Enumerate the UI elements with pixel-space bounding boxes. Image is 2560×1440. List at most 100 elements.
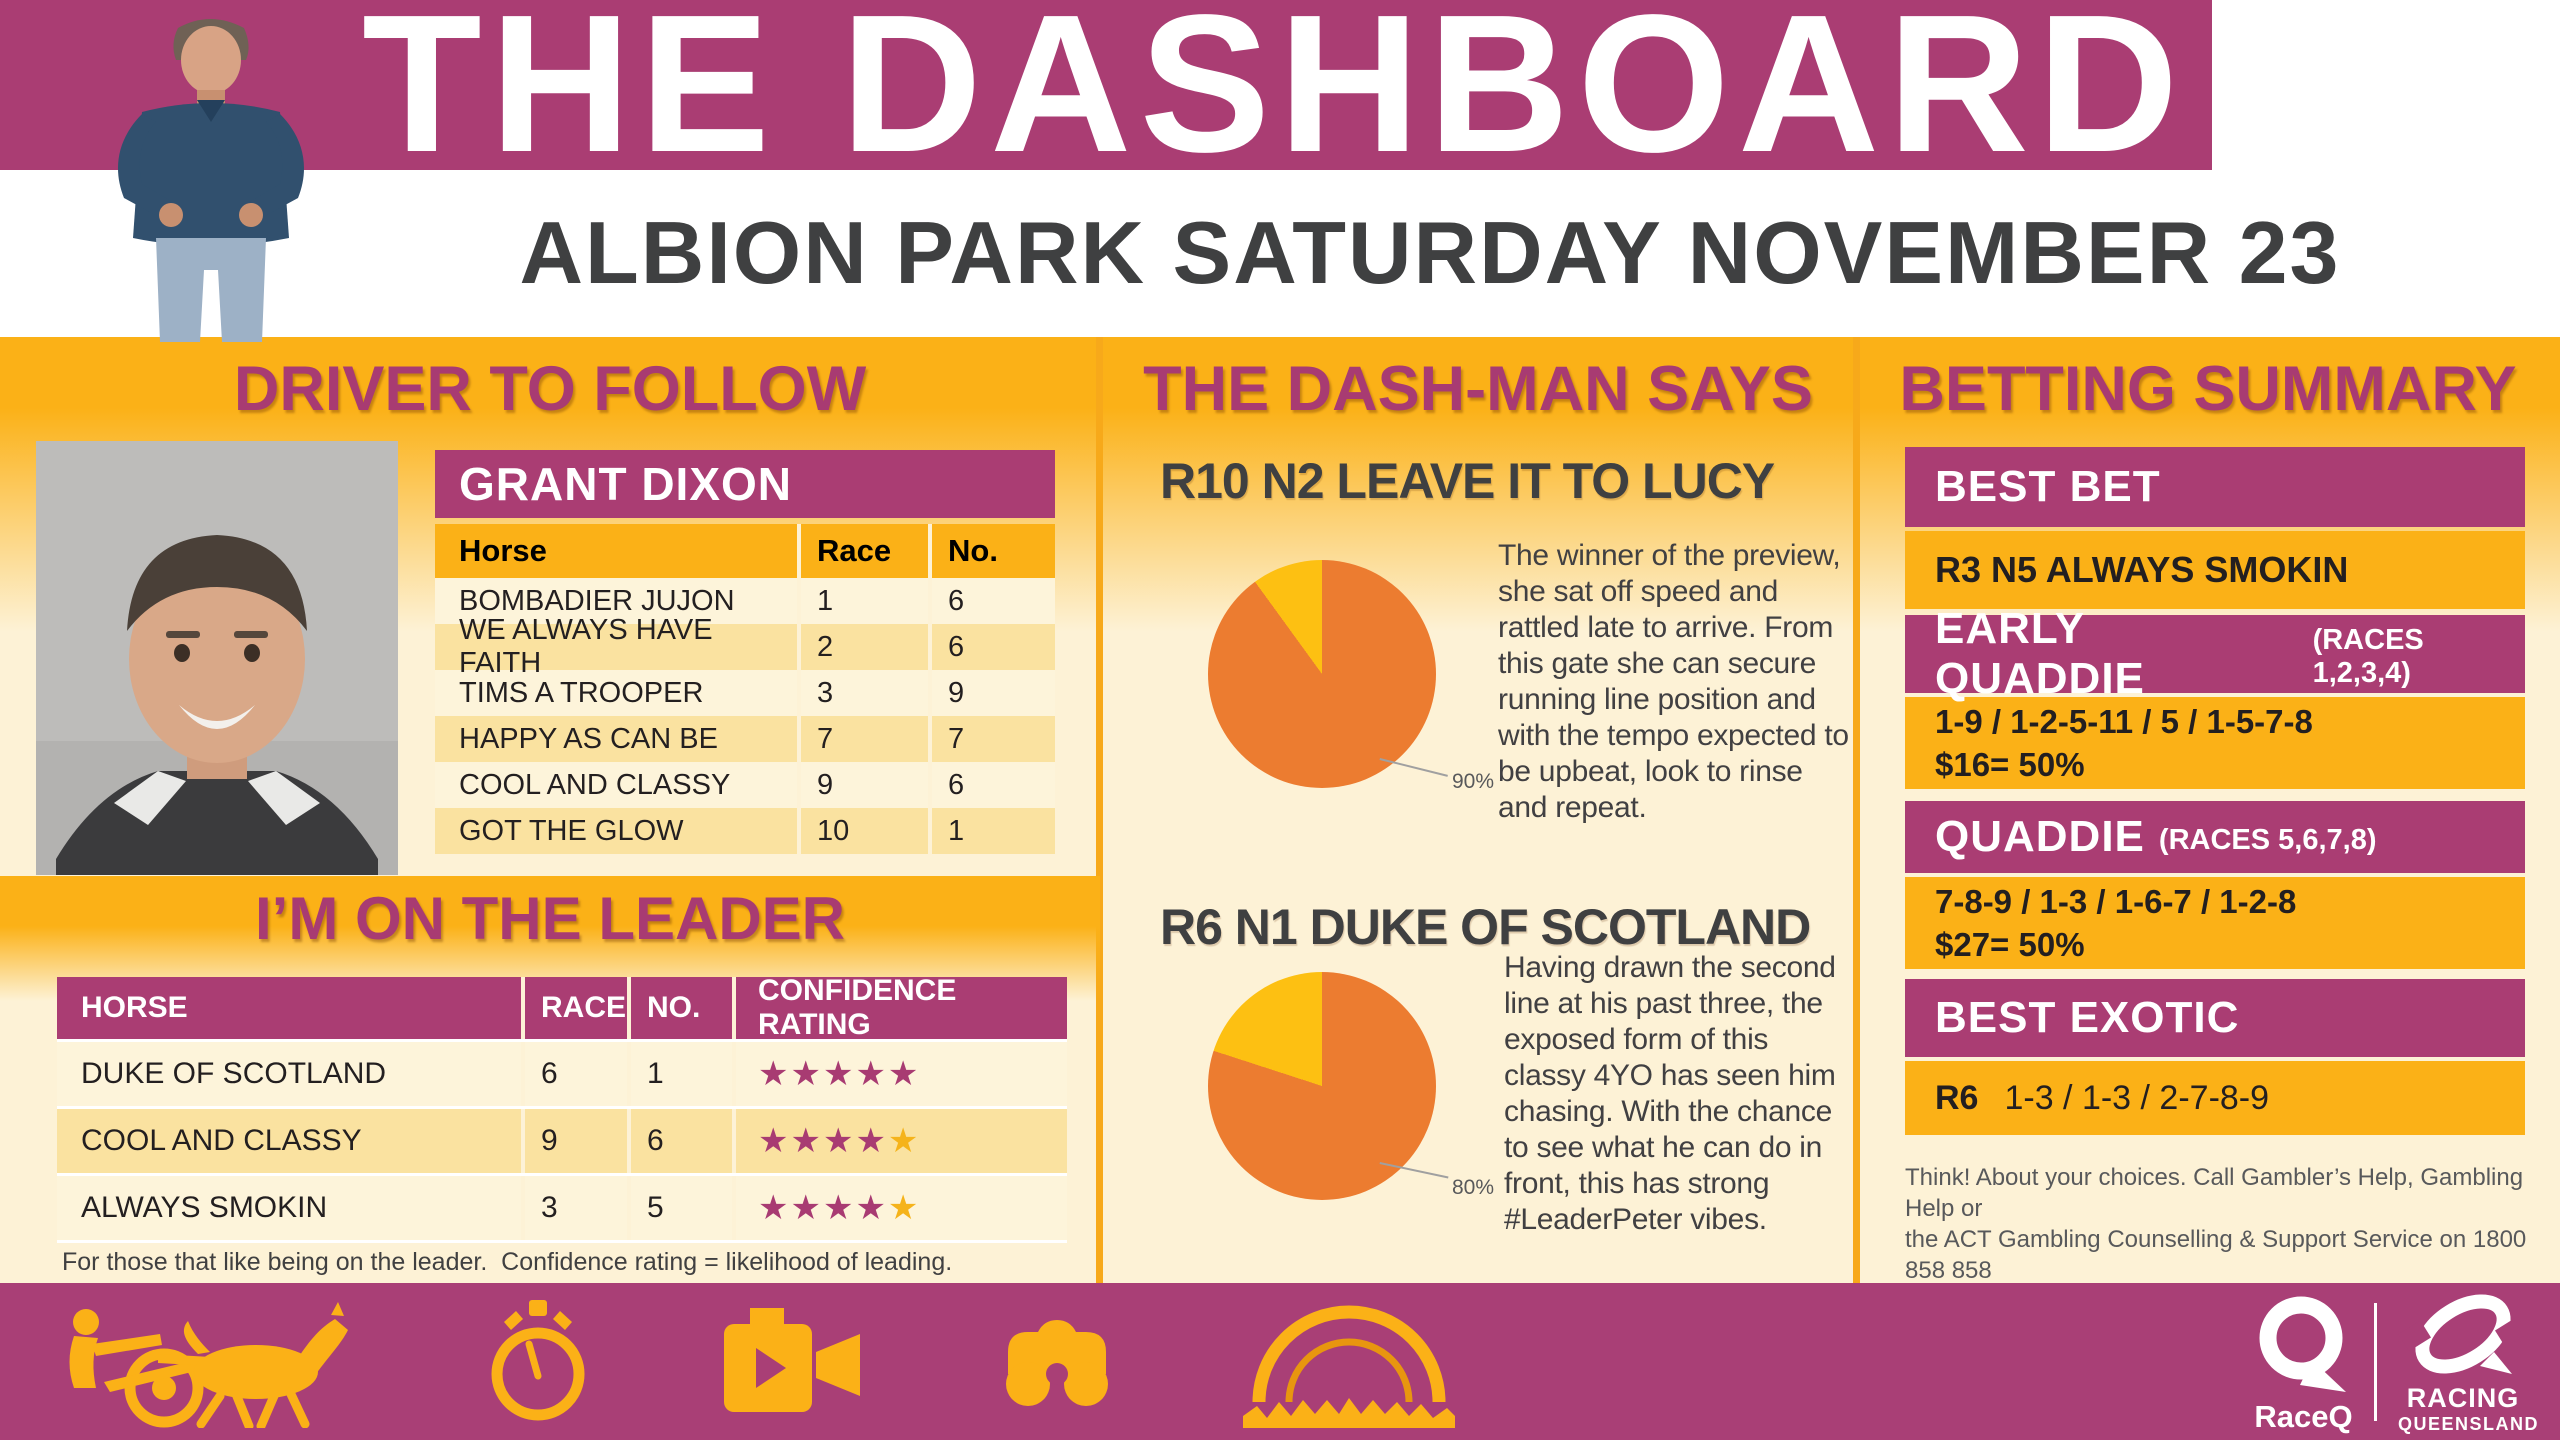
raceq-logo: RaceQ xyxy=(2246,1292,2361,1435)
race-no: 9 xyxy=(521,1109,627,1173)
raceq-label: RaceQ xyxy=(2254,1399,2353,1434)
best-bet-value-band: R3 N5 ALWAYS SMOKIN xyxy=(1905,531,2525,609)
table-row: ALWAYS SMOKIN 3 5 ★★★★ ★ xyxy=(57,1176,1067,1243)
best-exotic-value-band: R6 1-3 / 1-3 / 2-7-8-9 xyxy=(1905,1061,2525,1135)
leader-table: HORSE RACE NO. CONFIDENCE RATING DUKE OF… xyxy=(57,974,1067,1243)
driver-name: GRANT DIXON xyxy=(435,450,1055,518)
col-horse: Horse xyxy=(459,533,547,568)
leader-footnote: For those that like being on the leader.… xyxy=(62,1248,953,1276)
race-no: 2 xyxy=(797,624,928,670)
horse-name: WE ALWAYS HAVE FAITH xyxy=(459,614,713,679)
stopwatch-icon xyxy=(491,1300,585,1421)
header-magenta-band: THE DASHBOARD xyxy=(0,0,2212,182)
race-no: 9 xyxy=(797,762,928,808)
col-no: NO. xyxy=(627,977,732,1039)
table-row: WE ALWAYS HAVE FAITH 2 6 xyxy=(435,614,1055,679)
table-row: HAPPY AS CAN BE 7 7 xyxy=(435,716,1055,762)
star-rating-filled: ★★★★ xyxy=(758,1122,888,1160)
tip2-pie-label: 80% xyxy=(1452,1176,1495,1199)
horse-no: 7 xyxy=(928,716,1055,762)
presenter-photo xyxy=(118,19,304,342)
horse-name: HAPPY AS CAN BE xyxy=(459,722,718,755)
confidence-rating: ★★★★★ xyxy=(732,1042,1067,1106)
section-title-dashman: THE DASH-MAN SAYS xyxy=(1143,354,1813,424)
tip2-text: Having drawn the second line at his past… xyxy=(1504,951,1836,1236)
early-quaddie-value-band: 1-9 / 1-2-5-11 / 5 / 1-5-7-8 $16= 50% xyxy=(1905,697,2525,789)
tip2-heading: R6 N1 DUKE OF SCOTLAND xyxy=(1160,899,1811,955)
early-quaddie-header: EARLY QUADDIE (RACES 1,2,3,4) xyxy=(1905,604,2525,703)
star-rating-gold: ★ xyxy=(887,1189,921,1227)
col-race: RACE xyxy=(521,977,627,1039)
quaddie-value: 7-8-9 / 1-3 / 1-6-7 / 1-2-8 $27= 50% xyxy=(1935,883,2297,963)
raceq-q-icon xyxy=(2259,1296,2346,1392)
best-exotic-value: 1-3 / 1-3 / 2-7-8-9 xyxy=(2004,1078,2270,1117)
early-quaddie-label: EARLY QUADDIE xyxy=(1935,604,2145,703)
horse-no: 1 xyxy=(627,1042,732,1106)
driver-photo xyxy=(36,441,398,875)
col-confidence: CONFIDENCE RATING xyxy=(732,974,1067,1041)
col-horse: HORSE xyxy=(81,991,188,1024)
star-rating-filled: ★★★★★ xyxy=(758,1055,921,1093)
horse-name: COOL AND CLASSY xyxy=(459,768,731,801)
horse-name: BOMBADIER JUJON xyxy=(459,584,735,617)
section-title-driver: DRIVER TO FOLLOW xyxy=(233,354,867,424)
tip1-heading: R10 N2 LEAVE IT TO LUCY xyxy=(1160,453,1775,509)
confidence-rating: ★★★★★ xyxy=(732,1176,1067,1240)
leader-table-header: HORSE RACE NO. CONFIDENCE RATING xyxy=(57,974,1067,1042)
best-bet-value: R3 N5 ALWAYS SMOKIN xyxy=(1935,549,2349,590)
tip1-pie-leader-line xyxy=(1379,758,1448,777)
col-no: No. xyxy=(928,524,1055,578)
best-exotic-header: BEST EXOTIC xyxy=(1905,979,2525,1057)
star-rating-gold: ★ xyxy=(887,1122,921,1160)
quaddie-races: (RACES 5,6,7,8) xyxy=(2158,823,2377,856)
bridge-icon xyxy=(1243,1305,1455,1428)
race-no: 7 xyxy=(797,716,928,762)
race-no: 10 xyxy=(797,808,928,854)
table-row: TIMS A TROOPER 3 9 xyxy=(435,670,1055,716)
page-title: THE DASHBOARD xyxy=(362,0,2187,193)
best-bet-label: BEST BET xyxy=(1935,462,2161,511)
horse-name: DUKE OF SCOTLAND xyxy=(81,1057,387,1090)
early-quaddie-value: 1-9 / 1-2-5-11 / 5 / 1-5-7-8 $16= 50% xyxy=(1935,703,2313,783)
col-race: Race xyxy=(797,524,928,578)
horse-name: COOL AND CLASSY xyxy=(81,1124,362,1157)
race-no: 6 xyxy=(521,1042,627,1106)
best-exotic-race: R6 xyxy=(1935,1078,1979,1117)
racing-queensland-logo: RACING QUEENSLAND xyxy=(2398,1292,2540,1435)
driver-table: GRANT DIXON Horse Race No. BOMBADIER JUJ… xyxy=(435,450,1055,854)
driver-table-header: Horse Race No. xyxy=(435,524,1055,578)
horse-no: 6 xyxy=(928,624,1055,670)
section-title-leader: I’M ON THE LEADER xyxy=(254,885,845,952)
best-exotic-label: BEST EXOTIC xyxy=(1935,993,2240,1042)
betting-summary: BEST BET R3 N5 ALWAYS SMOKIN EARLY QUADD… xyxy=(1905,447,2525,1135)
subtitle-band: ALBION PARK SATURDAY NOVEMBER 23 xyxy=(0,178,2560,328)
horse-no: 1 xyxy=(928,808,1055,854)
horse-no: 6 xyxy=(627,1109,732,1173)
rq-line2: QUEENSLAND xyxy=(2398,1414,2540,1434)
tip2-pie-chart xyxy=(1208,972,1436,1200)
race-no: 3 xyxy=(521,1176,627,1240)
confidence-rating: ★★★★★ xyxy=(732,1109,1067,1173)
table-row: GOT THE GLOW 10 1 xyxy=(435,808,1055,854)
racing-queensland-q-icon xyxy=(2398,1294,2528,1374)
horse-name: TIMS A TROOPER xyxy=(459,676,704,709)
rq-line1: RACING xyxy=(2406,1383,2520,1413)
column-separator-left xyxy=(1096,337,1103,1283)
star-rating-filled: ★★★★ xyxy=(758,1189,888,1227)
early-quaddie-races: (RACES 1,2,3,4) xyxy=(2312,624,2424,689)
tip1-pie-label: 90% xyxy=(1452,770,1495,793)
quaddie-header: QUADDIE (RACES 5,6,7,8) xyxy=(1905,801,2525,873)
tip1-text: The winner of the preview, she sat off s… xyxy=(1498,539,1849,824)
race-no: 3 xyxy=(797,670,928,716)
horse-name: ALWAYS SMOKIN xyxy=(81,1191,328,1224)
table-row: COOL AND CLASSY 9 6 ★★★★ ★ xyxy=(57,1109,1067,1176)
meeting-subtitle: ALBION PARK SATURDAY NOVEMBER 23 xyxy=(519,203,2341,302)
logo-divider xyxy=(2374,1303,2377,1421)
quaddie-label: QUADDIE xyxy=(1935,812,2145,861)
video-camera-icon xyxy=(724,1308,860,1412)
race-no: 1 xyxy=(797,578,928,624)
table-row: BOMBADIER JUJON 1 6 xyxy=(435,578,1055,624)
quaddie-value-band: 7-8-9 / 1-3 / 1-6-7 / 1-2-8 $27= 50% xyxy=(1905,877,2525,969)
binoculars-icon xyxy=(1006,1320,1108,1406)
